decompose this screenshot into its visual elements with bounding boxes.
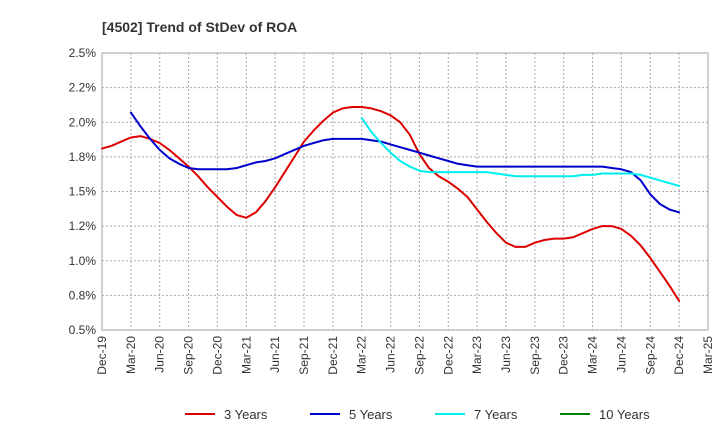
x-tick-label: Dec-23 (557, 336, 571, 375)
y-tick-label: 1.0% (69, 254, 97, 268)
x-tick-label: Jun-20 (153, 336, 167, 373)
x-tick-label: Mar-22 (355, 336, 369, 374)
legend-label-2: 7 Years (474, 407, 518, 422)
x-tick-label: Jun-23 (499, 336, 513, 373)
x-tick-label: Mar-21 (239, 336, 253, 374)
y-tick-label: 2.2% (69, 81, 97, 95)
y-tick-label: 1.5% (69, 185, 97, 199)
x-tick-label: Jun-21 (268, 336, 282, 373)
x-tick-label: Mar-20 (124, 336, 138, 374)
series-layer (101, 106, 681, 302)
y-tick-label: 2.5% (69, 46, 97, 60)
chart-title: [4502] Trend of StDev of ROA (102, 19, 297, 35)
series-line-2 (360, 117, 681, 187)
x-tick-label: Dec-21 (326, 336, 340, 375)
x-tick-label: Mar-24 (586, 336, 600, 374)
x-tick-label: Sep-22 (412, 336, 426, 375)
y-tick-label: 0.5% (69, 323, 97, 337)
y-tick-label: 0.8% (69, 288, 97, 302)
y-tick-label: 2.0% (69, 115, 97, 129)
x-tick-label: Dec-20 (210, 336, 224, 375)
grid-layer (101, 52, 709, 331)
x-tick-label: Sep-20 (182, 336, 196, 375)
x-tick-label: Dec-19 (95, 336, 109, 375)
x-tick-label: Jun-24 (614, 336, 628, 373)
x-tick-label: Dec-22 (441, 336, 455, 375)
x-tick-label: Dec-24 (672, 336, 686, 375)
x-tick-label: Sep-24 (643, 336, 657, 375)
axis-layer: 2.5%2.2%2.0%1.8%1.5%1.2%1.0%0.8%0.5%Dec-… (69, 46, 715, 375)
series-line-0 (101, 106, 681, 302)
legend-label-1: 5 Years (349, 407, 393, 422)
x-tick-label: Sep-23 (528, 336, 542, 375)
legend-label-0: 3 Years (224, 407, 268, 422)
x-tick-label: Mar-25 (701, 336, 715, 374)
y-tick-label: 1.8% (69, 150, 97, 164)
plot-area (101, 52, 709, 331)
legend-label-3: 10 Years (599, 407, 650, 422)
x-tick-label: Sep-21 (297, 336, 311, 375)
series-line-1 (129, 111, 681, 214)
legend: 3 Years 5 Years 7 Years 10 Years (185, 407, 650, 422)
x-tick-label: Jun-22 (384, 336, 398, 373)
x-tick-label: Mar-23 (470, 336, 484, 374)
y-tick-label: 1.2% (69, 219, 97, 233)
